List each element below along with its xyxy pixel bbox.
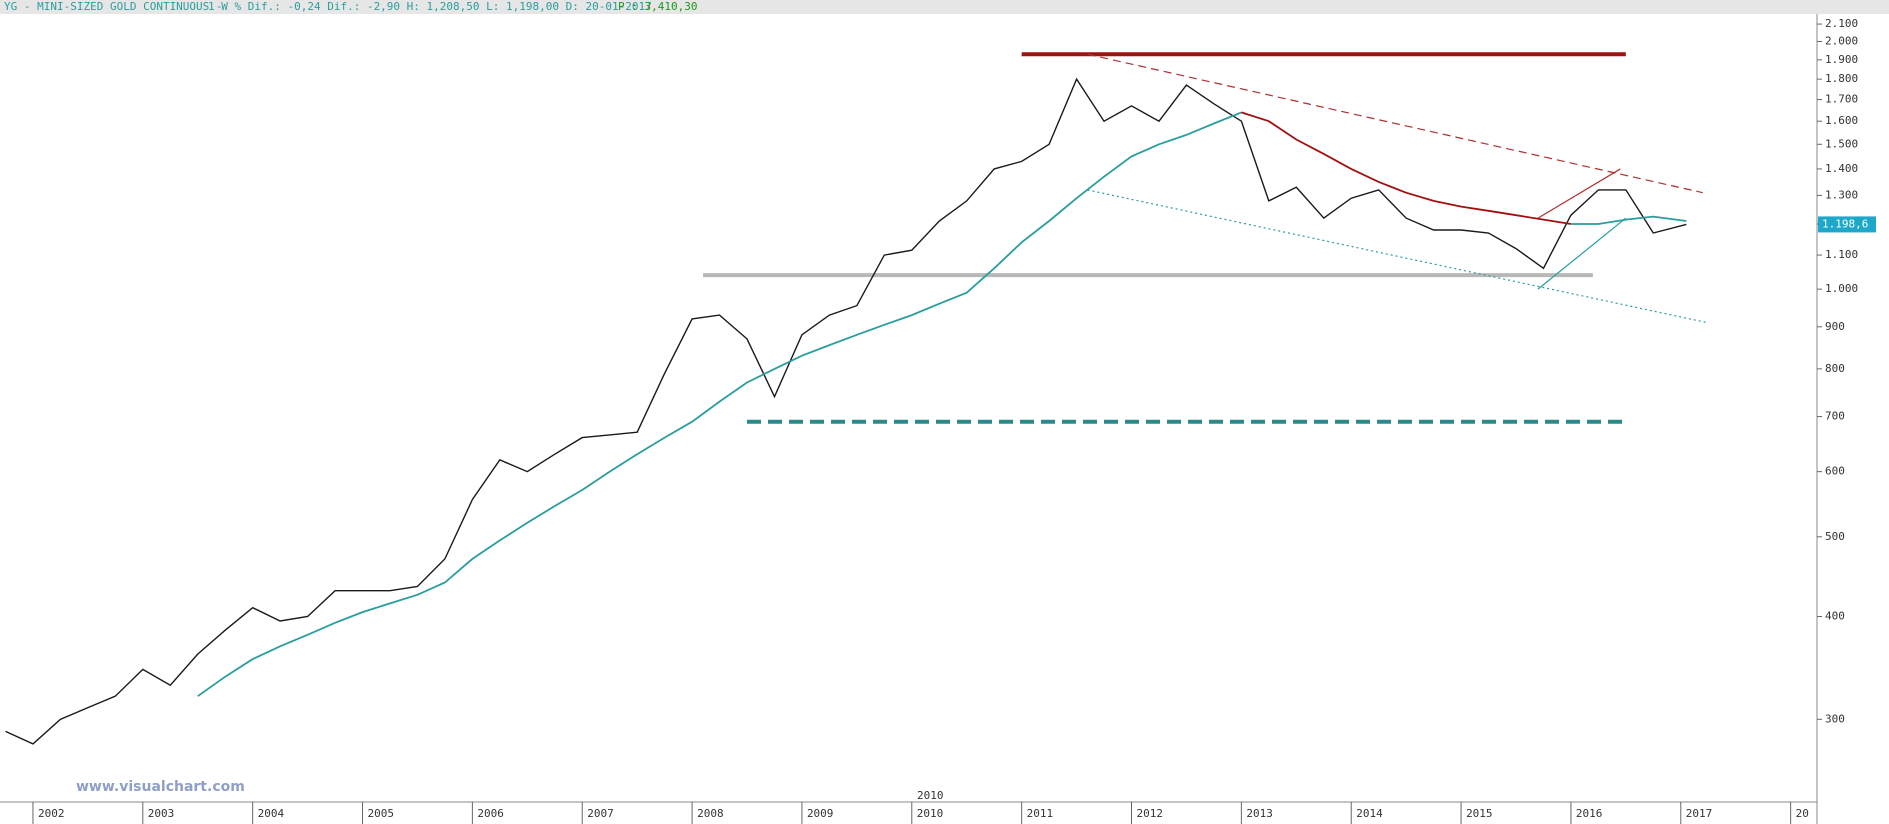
y-tick-label: 1.100 (1825, 248, 1858, 261)
y-tick-label: 500 (1825, 530, 1845, 543)
y-tick-label: 1.300 (1825, 188, 1858, 201)
y-tick-label: 900 (1825, 320, 1845, 333)
y-tick-label: 1.500 (1825, 137, 1858, 150)
y-tick-label: 700 (1825, 410, 1845, 423)
y-tick-label: 2.100 (1825, 17, 1858, 30)
series-line (1241, 111, 1572, 225)
x-tick-label: 2003 (148, 807, 175, 820)
x-tick-label: 20 (1796, 807, 1809, 820)
x-tick-label: 2014 (1356, 807, 1383, 820)
cursor-label: 2010 (917, 789, 944, 802)
y-tick-label: 1.700 (1825, 93, 1858, 106)
x-tick-label: 2004 (258, 807, 285, 820)
x-tick-label: 2013 (1246, 807, 1273, 820)
x-tick-label: 2010 (917, 807, 944, 820)
trend-line (1537, 168, 1621, 219)
y-tick-label: 300 (1825, 712, 1845, 725)
x-tick-label: 2015 (1466, 807, 1493, 820)
x-tick-label: 2017 (1686, 807, 1713, 820)
x-tick-label: 2011 (1027, 807, 1054, 820)
y-tick-label: 1.600 (1825, 114, 1858, 127)
x-tick-label: 2007 (587, 807, 614, 820)
header-bar (0, 0, 1889, 14)
trend-line (1087, 53, 1703, 194)
y-tick-label: 2.000 (1825, 34, 1858, 47)
x-tick-label: 2008 (697, 807, 724, 820)
chart-subtitle: 1 W % Dif.: -0,24 Dif.: -2,90 H: 1,208,5… (208, 0, 652, 13)
y-tick-label: 1.800 (1825, 72, 1858, 85)
last-price-box (1818, 216, 1876, 233)
last-price-label: 1.198,6 (1822, 217, 1868, 230)
x-tick-label: 2012 (1137, 807, 1164, 820)
trend-line (1087, 189, 1709, 324)
y-tick-label: 1.000 (1825, 282, 1858, 295)
trend-line (1537, 217, 1627, 290)
y-tick-label: 1.400 (1825, 162, 1858, 175)
y-tick-label: 600 (1825, 465, 1845, 478)
y-tick-label: 400 (1825, 610, 1845, 623)
price-info: P : 3,410,30 (618, 0, 697, 13)
x-tick-label: 2009 (807, 807, 834, 820)
y-tick-label: 800 (1825, 362, 1845, 375)
x-tick-label: 2005 (368, 807, 395, 820)
series-line (5, 77, 1687, 745)
chart-title: YG - MINI-SIZED GOLD CONTINUOUS - (4, 0, 223, 13)
x-tick-label: 2016 (1576, 807, 1603, 820)
x-tick-label: 2002 (38, 807, 64, 820)
y-tick-label: 1.900 (1825, 53, 1858, 66)
series-line (197, 111, 1687, 697)
watermark: www.visualchart.com (76, 779, 245, 795)
x-tick-label: 2006 (477, 807, 504, 820)
